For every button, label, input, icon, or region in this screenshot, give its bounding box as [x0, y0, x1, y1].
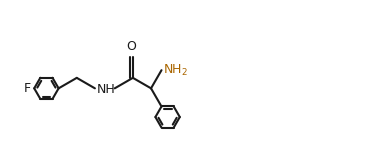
Text: F: F	[24, 82, 31, 95]
Text: NH$_2$: NH$_2$	[163, 63, 188, 78]
Text: O: O	[127, 40, 136, 53]
Text: NH: NH	[97, 83, 116, 96]
